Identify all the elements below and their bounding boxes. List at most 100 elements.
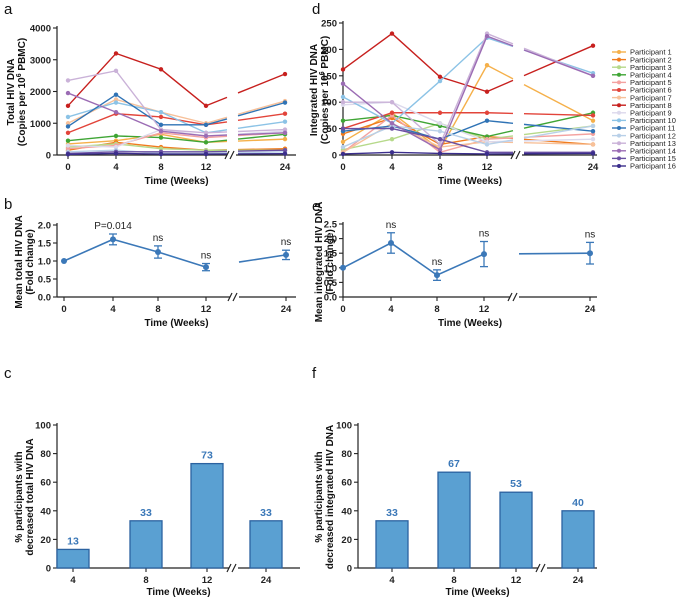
data-point	[113, 133, 119, 139]
y-tick-label: 200	[321, 45, 337, 56]
series-line	[205, 96, 228, 107]
y-tick-label: 2.5	[324, 220, 338, 231]
y-tick-label: 0	[46, 564, 51, 575]
mean-point	[203, 264, 209, 271]
data-point	[158, 151, 164, 157]
data-point	[437, 110, 443, 115]
series-line	[67, 70, 207, 134]
y-axis-label-group: Integrated HIV DNA (Copies per 106 PBMC)	[309, 36, 331, 144]
data-point	[389, 110, 395, 115]
series-group	[65, 51, 288, 157]
mean-point	[388, 239, 394, 246]
x-tick-label: 24	[281, 304, 292, 315]
panel-label-d: d	[312, 1, 320, 18]
legend-marker	[617, 148, 621, 153]
data-point	[282, 151, 288, 156]
data-point	[282, 130, 288, 135]
series-line	[237, 133, 286, 140]
series-line	[237, 132, 286, 136]
series-line	[343, 33, 488, 146]
y-axis-label-group: Mean total HIV DNA (Fold change)	[14, 215, 36, 308]
legend-marker	[617, 126, 621, 130]
data-point	[65, 114, 71, 120]
series-line	[67, 93, 206, 128]
y-axis-label: (Copies per 106 PBMC)	[16, 38, 28, 146]
series-line	[486, 139, 514, 146]
x-tick-label: 8	[451, 575, 456, 586]
series-line	[486, 64, 514, 80]
series-line	[342, 37, 488, 125]
series-line	[523, 45, 594, 77]
series-line	[205, 135, 228, 139]
x-tick-label: 0	[61, 304, 66, 315]
legend-marker	[617, 95, 621, 100]
data-point	[340, 126, 346, 131]
axis-break-mark	[515, 150, 521, 160]
axis-break-mark	[535, 563, 541, 573]
series-line	[67, 128, 207, 148]
x-axis-label: Time (Weeks)	[445, 587, 509, 598]
x-tick-label: 8	[155, 304, 160, 315]
series-line	[67, 152, 206, 156]
data-point	[158, 109, 164, 115]
y-tick-label: 0.0	[324, 293, 337, 304]
data-point	[203, 133, 209, 139]
significance-label: ns	[201, 251, 212, 262]
y-tick-label: 4000	[30, 24, 51, 35]
bar-value-label: 33	[140, 507, 152, 519]
x-tick-label: 4	[388, 304, 394, 315]
data-point	[113, 97, 119, 102]
y-tick-label: 60	[341, 478, 352, 489]
significance-label: ns	[479, 229, 490, 240]
series-line	[67, 132, 207, 150]
x-tick-label: 0	[340, 304, 345, 315]
legend-marker	[617, 50, 621, 54]
data-point	[113, 92, 119, 97]
data-point	[340, 67, 346, 72]
series-line	[523, 138, 594, 142]
legend-label: Participant 8	[630, 101, 672, 110]
data-point	[65, 124, 71, 129]
legend-label: Participant 12	[630, 131, 676, 140]
mean-point	[283, 251, 289, 258]
series-line	[67, 52, 207, 107]
mean-point	[110, 236, 116, 243]
significance-label: ns	[386, 220, 397, 231]
data-point	[203, 140, 209, 145]
y-tick-label: 50	[326, 124, 337, 135]
y-axis-label-part: (Copies per 10	[17, 77, 28, 146]
y-tick-label: 2000	[30, 87, 51, 98]
data-point	[65, 103, 71, 108]
mean-line	[342, 242, 485, 277]
y-tick-label: 1.0	[324, 263, 337, 274]
series-line	[342, 114, 488, 138]
y-tick-label: 20	[341, 535, 352, 546]
mean-point	[434, 272, 440, 279]
legend-marker	[617, 65, 621, 70]
series-line	[486, 130, 514, 138]
data-point	[65, 130, 71, 135]
y-axis-label-superscript: 6	[319, 71, 326, 75]
y-tick-label: 1.5	[38, 239, 52, 250]
data-point	[590, 113, 596, 118]
data-point	[282, 136, 288, 142]
data-point	[340, 81, 346, 86]
axis-break-mark	[510, 150, 516, 160]
data-point	[65, 121, 71, 126]
series-line	[486, 119, 514, 124]
bar-value-label: 13	[67, 535, 79, 547]
axis-break-mark	[232, 292, 238, 302]
y-tick-label: 0	[46, 151, 51, 162]
y-tick-label: 250	[321, 19, 337, 30]
series-line	[67, 151, 206, 155]
legend-label: Participant 9	[630, 109, 672, 118]
data-point	[484, 142, 490, 147]
data-point	[590, 129, 596, 134]
panel-label-c: c	[4, 365, 12, 382]
significance-label: ns	[153, 233, 164, 244]
legend-label: Participant 1	[630, 48, 672, 57]
axis-break-mark	[540, 563, 546, 573]
series-line	[237, 128, 286, 133]
bar	[499, 491, 533, 569]
mean-point	[481, 251, 487, 258]
